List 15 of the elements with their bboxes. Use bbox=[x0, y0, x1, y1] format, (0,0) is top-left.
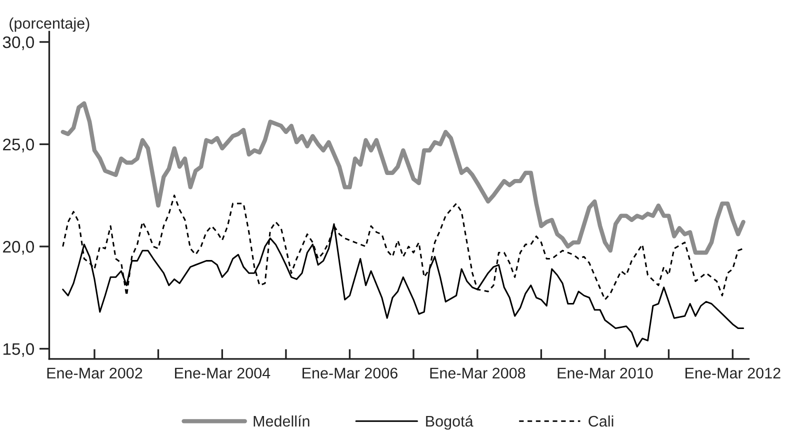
x-tick-label: Ene-Mar 2012 bbox=[686, 368, 780, 379]
y-axis-title: (porcentaje) bbox=[10, 18, 90, 32]
line-series bbox=[60, 101, 746, 255]
x-tick-label: Ene-Mar 2008 bbox=[430, 368, 526, 379]
y-tick-label: 20,0 bbox=[3, 240, 34, 255]
y-tick-label: 25,0 bbox=[3, 138, 34, 152]
legend-label: Medellín bbox=[254, 415, 310, 427]
x-tick-label: Ene-Mar 2006 bbox=[302, 368, 398, 379]
y-tick-label: 15,0 bbox=[3, 343, 34, 357]
x-tick-label: Ene-Mar 2004 bbox=[175, 368, 270, 379]
legend-label: Cali bbox=[588, 415, 614, 427]
x-tick-label: Ene-Mar 2002 bbox=[47, 368, 142, 379]
x-tick-label: Ene-Mar 2010 bbox=[558, 368, 653, 379]
y-tick-label: 30,0 bbox=[2, 36, 34, 50]
legend-label: Bogotá bbox=[426, 415, 474, 430]
